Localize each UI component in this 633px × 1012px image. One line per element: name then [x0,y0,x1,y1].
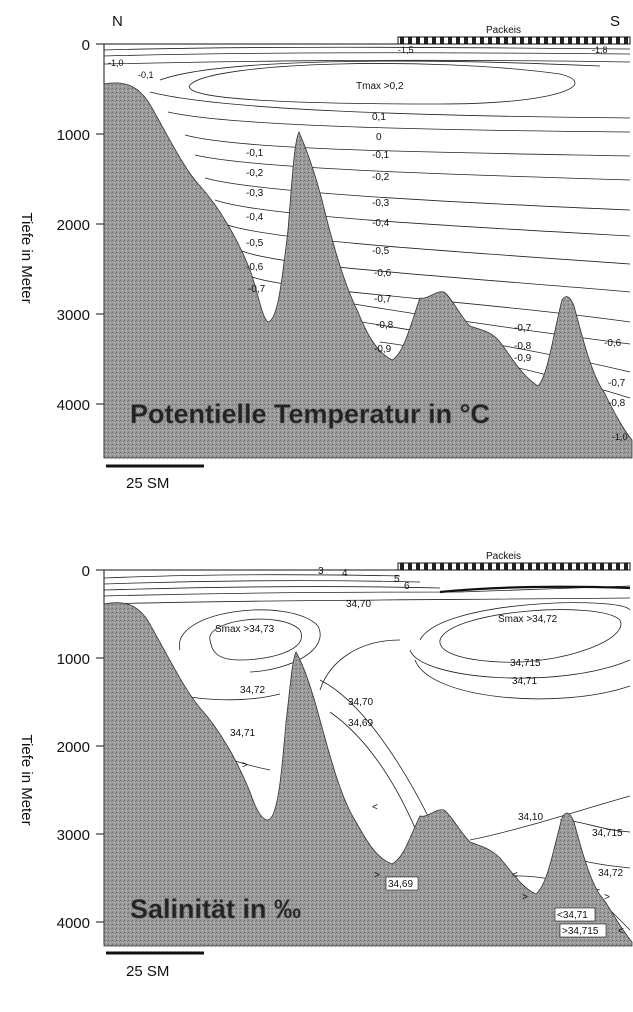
isotherm-label: 0 [376,132,382,143]
isohaline-label: 3 [318,566,324,577]
isohaline-label: 6 [404,581,410,592]
pack-ice-bar [397,562,631,571]
isohaline-label: 34,70 [346,599,371,610]
flow-arrow: < [512,870,518,881]
isotherm-label: -0,4 [246,212,264,223]
isohaline-label: 34,10 [518,812,543,823]
flow-arrow: < [372,802,378,813]
isotherm-label: -0,6 [374,268,392,279]
isotherm-label: -0,3 [246,188,264,199]
y-tick-label: 4000 [57,915,90,932]
isotherm-label: -1,0 [612,432,628,442]
north-label: N [112,13,123,30]
south-label: S [610,13,620,30]
ice-mark: -1,8 [592,45,608,55]
isotherm-label: -0,1 [138,70,154,80]
isotherm-label: -0,9 [514,353,532,364]
isohaline-label: 34,715 [592,828,623,839]
y-tick-label: 2000 [57,217,90,234]
y-axis-label: Tiefe in Meter [18,734,35,825]
isohaline-label: <34,71 [557,910,588,921]
seabed-topography [103,602,633,947]
y-tick-label: 1000 [57,651,90,668]
label-box [385,876,419,891]
temperature-panel: N S 0 1000 2000 3000 4000 Tiefe in Meter… [18,13,633,492]
isotherm-label: -0,8 [376,320,394,331]
isotherm-label: -0,7 [374,294,392,305]
isohaline-label: >34,715 [562,926,599,937]
flow-arrow: > [374,870,380,881]
isohaline-label: 34,71 [230,728,255,739]
ice-mark: -1,5 [398,45,414,55]
label-box [554,907,596,922]
isotherm-label: -0,5 [246,238,264,249]
pack-ice-bar [397,36,631,45]
tmax-label: Tmax >0,2 [356,81,404,92]
y-ticks: 0 1000 2000 3000 4000 [57,37,104,414]
y-tick-label: 0 [82,563,90,580]
isohaline-label: 34,69 [348,718,373,729]
isohaline-label: 5 [394,574,400,585]
scale-label: 25 SM [126,963,169,980]
isotherm-label: -0,1 [372,150,390,161]
isotherm-label: -0,4 [372,218,390,229]
smax-label: Smax >34,73 [215,624,275,635]
isotherm-label: -0,7 [248,284,266,295]
y-tick-label: 3000 [57,827,90,844]
smax-label: Smax >34,72 [498,614,558,625]
isotherm-label: -0,8 [514,341,532,352]
isohaline-label: 34,72 [598,868,623,879]
pack-ice-label: Packeis [486,25,521,36]
isotherm-label: -0,8 [608,398,626,409]
isotherm-label: 0,1 [372,112,386,123]
isohalines [103,574,631,931]
y-axis-label: Tiefe in Meter [18,212,35,303]
y-tick-label: 2000 [57,739,90,756]
isotherm-label: -0,5 [372,246,390,257]
isotherm-label: -0,3 [372,198,390,209]
y-ticks: 0 1000 2000 3000 4000 [57,563,104,932]
y-tick-label: 0 [82,37,90,54]
scale-label: 25 SM [126,475,169,492]
flow-arrow: > [522,892,528,903]
isotherm-label: -1,0 [108,58,124,68]
isohaline-label: 34,715 [510,658,541,669]
isotherm-label: -0,6 [604,338,622,349]
y-tick-label: 3000 [57,307,90,324]
y-tick-label: 4000 [57,397,90,414]
panel-title: Potentielle Temperatur in °C [130,399,490,429]
isohaline-label: 34,70 [348,697,373,708]
isotherm-label: -0,7 [608,378,626,389]
isohaline-label: 34,71 [512,676,537,687]
isotherm-label: -0,2 [246,168,264,179]
y-tick-label: 1000 [57,127,90,144]
flow-arrow: < [618,926,624,937]
panel-title: Salinität in ‰ [130,894,301,924]
isohaline-label: 34,69 [388,879,413,890]
flow-arrow: > [604,892,610,903]
isotherm-label: -0,6 [246,262,264,273]
salinity-panel: 0 1000 2000 3000 4000 Tiefe in Meter Pac… [18,551,633,980]
seabed-topography [103,82,633,459]
isotherm-label: -0,2 [372,172,390,183]
isotherm-label: -0,9 [374,344,392,355]
isotherm-label: -0,7 [514,323,532,334]
flow-arrow: > [242,760,248,771]
isotherm-label: -0,1 [246,148,264,159]
pack-ice-label: Packeis [486,551,521,562]
label-box [559,923,607,938]
isohaline-label: 34,72 [240,685,265,696]
isohaline-label: 4 [342,568,348,579]
